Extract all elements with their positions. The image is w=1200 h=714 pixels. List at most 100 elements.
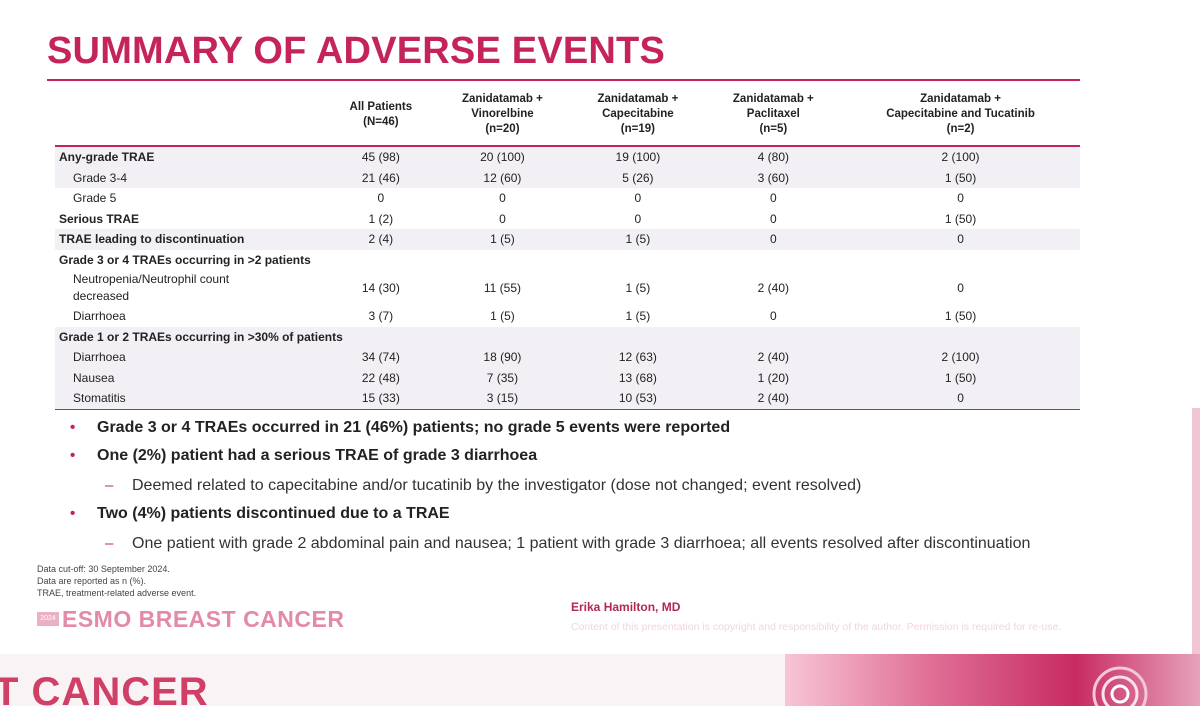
table-cell: 18 (90) <box>483 350 522 365</box>
bullet-item: • Two (4%) patients discontinued due to … <box>70 502 1130 530</box>
table-row-stomatitis: Stomatitis 15 (33) 3 (15) 10 (53) 2 (40)… <box>55 388 1080 409</box>
table-cell: 2 (40) <box>757 280 790 295</box>
table-cell: 2 (100) <box>941 350 980 365</box>
header-line: Zanidatamab + <box>462 93 543 105</box>
table-cell: 1 (20) <box>757 370 790 385</box>
table-row-diarrhoea-g34: Diarrhoea 3 (7) 1 (5) 1 (5) 0 1 (50) <box>55 306 1080 327</box>
table-cell: 2 (40) <box>757 391 790 406</box>
header-line: (n=2) <box>946 123 975 135</box>
sub-bullet-item: – Deemed related to capecitabine and/or … <box>70 472 1130 502</box>
copyright-notice: Content of this presentation is copyrigh… <box>571 621 1062 633</box>
column-header-vinorelbine: Zanidatamab + Vinorelbine (n=20) <box>435 84 570 146</box>
bottom-banner-text: T CANCER <box>0 670 209 714</box>
header-line: Paclitaxel <box>746 108 800 120</box>
table-cell: 13 (68) <box>618 370 657 385</box>
sub-bullet-text: Deemed related to capecitabine and/or tu… <box>132 477 862 494</box>
table-row-neutropenia: Neutropenia/Neutrophil count decreased 1… <box>55 270 1080 306</box>
bullet-text: Grade 3 or 4 TRAEs occurred in 21 (46%) … <box>97 419 731 436</box>
header-line: Zanidatamab + <box>597 93 679 105</box>
section-label: Grade 3 or 4 TRAEs occurring in >2 patie… <box>59 252 311 267</box>
column-header-label <box>55 84 327 146</box>
table-cell: 34 (74) <box>361 350 400 365</box>
header-line: (n=19) <box>620 123 655 135</box>
column-header-all-patients: All Patients (N=46) <box>327 84 435 146</box>
table-cell: 21 (46) <box>361 170 400 185</box>
table-cell: 20 (100) <box>480 150 525 165</box>
table-row-grade-3-4: Grade 3-4 21 (46) 12 (60) 5 (26) 3 (60) … <box>55 167 1080 188</box>
table-row-nausea: Nausea 22 (48) 7 (35) 13 (68) 1 (20) 1 (… <box>55 367 1080 388</box>
table-row-section-grade-1-2: Grade 1 or 2 TRAEs occurring in >30% of … <box>55 326 1080 347</box>
table-row-serious-trae: Serious TRAE 1 (2) 0 0 0 1 (50) <box>55 209 1080 230</box>
header-line: Capecitabine and Tucatinib <box>886 108 1035 120</box>
esmo-logo: 2024 ESMO BREAST CANCER <box>37 606 344 632</box>
table-cell: 1 (5) <box>490 309 515 324</box>
column-header-paclitaxel: Zanidatamab + Paclitaxel (n=5) <box>706 84 841 146</box>
table-cell: 1 (5) <box>490 232 515 247</box>
esmo-logo-text: ESMO BREAST CANCER <box>62 605 345 632</box>
table-cell: 14 (30) <box>361 280 400 295</box>
table-cell: 0 <box>957 391 964 406</box>
table-cell: 1 (2) <box>368 211 394 226</box>
row-label: Neutropenia/Neutrophil count decreased <box>55 270 327 306</box>
table-cell: 1 (50) <box>944 211 977 226</box>
table-cell: 2 (40) <box>757 350 790 365</box>
table-cell: 11 (55) <box>483 280 521 295</box>
row-label: Diarrhoea <box>73 350 126 365</box>
rose-icon <box>1092 666 1148 706</box>
table-cell: 12 (63) <box>618 350 657 365</box>
table-cell: 5 (26) <box>622 170 654 185</box>
title-divider <box>47 79 1080 81</box>
table-cell: 0 <box>957 191 964 206</box>
bullet-text: Two (4%) patients discontinued due to a … <box>97 505 450 522</box>
table-cell: 1 (5) <box>625 232 651 247</box>
table-row-grade-5: Grade 5 0 0 0 0 0 <box>55 188 1080 209</box>
table-cell: 0 <box>377 191 385 206</box>
section-label: Grade 1 or 2 TRAEs occurring in >30% of … <box>59 329 343 344</box>
column-header-capecitabine: Zanidatamab + Capecitabine (n=19) <box>570 84 705 146</box>
bullet-dot-icon: • <box>70 447 76 464</box>
table-cell: 1 (50) <box>944 309 977 324</box>
row-label: Serious TRAE <box>59 211 140 226</box>
row-label: Grade 3-4 <box>73 170 128 185</box>
row-label: Nausea <box>73 370 115 385</box>
table-cell: 15 (33) <box>361 391 400 406</box>
table-cell: 0 <box>499 191 506 206</box>
header-line: (n=20) <box>485 123 520 135</box>
table-cell: 3 (7) <box>368 309 394 324</box>
presenter-name: Erika Hamilton, MD <box>571 600 681 614</box>
header-line: All Patients <box>349 100 413 113</box>
table-cell: 0 <box>957 232 964 247</box>
table-cell: 0 <box>769 309 777 324</box>
sub-bullet-item: – One patient with grade 2 abdominal pai… <box>70 530 1130 560</box>
row-label: Grade 5 <box>73 191 117 206</box>
table-cell: 1 (50) <box>944 170 977 185</box>
header-line: Zanidatamab + <box>920 93 1001 105</box>
table-cell: 0 <box>957 280 964 295</box>
row-label-line: Neutropenia/Neutrophil count <box>73 272 230 286</box>
bullet-item: • One (2%) patient had a serious TRAE of… <box>70 444 1130 472</box>
table-cell: 1 (5) <box>625 280 651 295</box>
table-cell: 3 (15) <box>486 391 519 406</box>
table-row-any-grade-trae: Any-grade TRAE 45 (98) 20 (100) 19 (100)… <box>55 146 1080 168</box>
table-cell: 7 (35) <box>486 370 519 385</box>
table-cell: 1 (50) <box>944 370 977 385</box>
header-line: (N=46) <box>363 115 399 128</box>
row-label: TRAE leading to discontinuation <box>59 232 245 247</box>
header-line: Capecitabine <box>602 108 674 120</box>
table-cell: 0 <box>769 191 777 206</box>
footnote-line: TRAE, treatment-related adverse event. <box>37 588 197 598</box>
table-cell: 45 (98) <box>361 150 400 165</box>
table-row-discontinuation: TRAE leading to discontinuation 2 (4) 1 … <box>55 229 1080 250</box>
table-cell: 12 (60) <box>483 170 522 185</box>
bullet-text: One (2%) patient had a serious TRAE of g… <box>97 447 538 464</box>
table-cell: 3 (60) <box>757 170 790 185</box>
header-line: Vinorelbine <box>471 108 534 120</box>
column-header-capecitabine-tucatinib: Zanidatamab + Capecitabine and Tucatinib… <box>841 84 1080 146</box>
table-cell: 10 (53) <box>618 391 657 406</box>
header-line: Zanidatamab + <box>732 93 814 105</box>
bullet-dot-icon: • <box>70 419 76 436</box>
bullet-dot-icon: • <box>70 505 76 522</box>
table-cell: 2 (4) <box>368 232 394 247</box>
table-cell: 0 <box>634 191 642 206</box>
esmo-year-badge: 2024 <box>37 612 59 626</box>
